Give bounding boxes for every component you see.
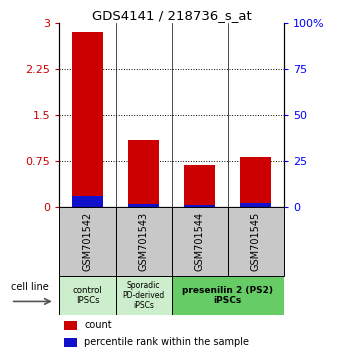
Bar bbox=[240, 204, 271, 207]
Title: GDS4141 / 218736_s_at: GDS4141 / 218736_s_at bbox=[92, 9, 252, 22]
Bar bbox=[59, 207, 116, 276]
Text: GSM701545: GSM701545 bbox=[251, 212, 261, 271]
Bar bbox=[59, 276, 116, 315]
Text: GSM701544: GSM701544 bbox=[195, 212, 205, 271]
Bar bbox=[128, 139, 159, 207]
Bar bbox=[172, 276, 284, 315]
Bar bbox=[64, 320, 78, 330]
Text: count: count bbox=[84, 320, 112, 330]
Bar bbox=[128, 204, 159, 207]
Bar bbox=[72, 32, 103, 207]
Bar bbox=[116, 276, 172, 315]
Text: presenilin 2 (PS2)
iPSCs: presenilin 2 (PS2) iPSCs bbox=[182, 286, 273, 305]
Bar bbox=[72, 196, 103, 207]
Text: GSM701543: GSM701543 bbox=[139, 212, 149, 271]
Bar bbox=[228, 207, 284, 276]
Bar bbox=[172, 207, 228, 276]
Text: GSM701542: GSM701542 bbox=[83, 212, 92, 271]
Text: Sporadic
PD-derived
iPSCs: Sporadic PD-derived iPSCs bbox=[122, 281, 165, 310]
Text: percentile rank within the sample: percentile rank within the sample bbox=[84, 337, 249, 347]
Bar bbox=[64, 338, 78, 347]
Text: cell line: cell line bbox=[11, 282, 49, 292]
Bar bbox=[184, 165, 215, 207]
Bar bbox=[240, 157, 271, 207]
Bar bbox=[116, 207, 172, 276]
Bar bbox=[184, 205, 215, 207]
Text: control
IPSCs: control IPSCs bbox=[73, 286, 102, 305]
